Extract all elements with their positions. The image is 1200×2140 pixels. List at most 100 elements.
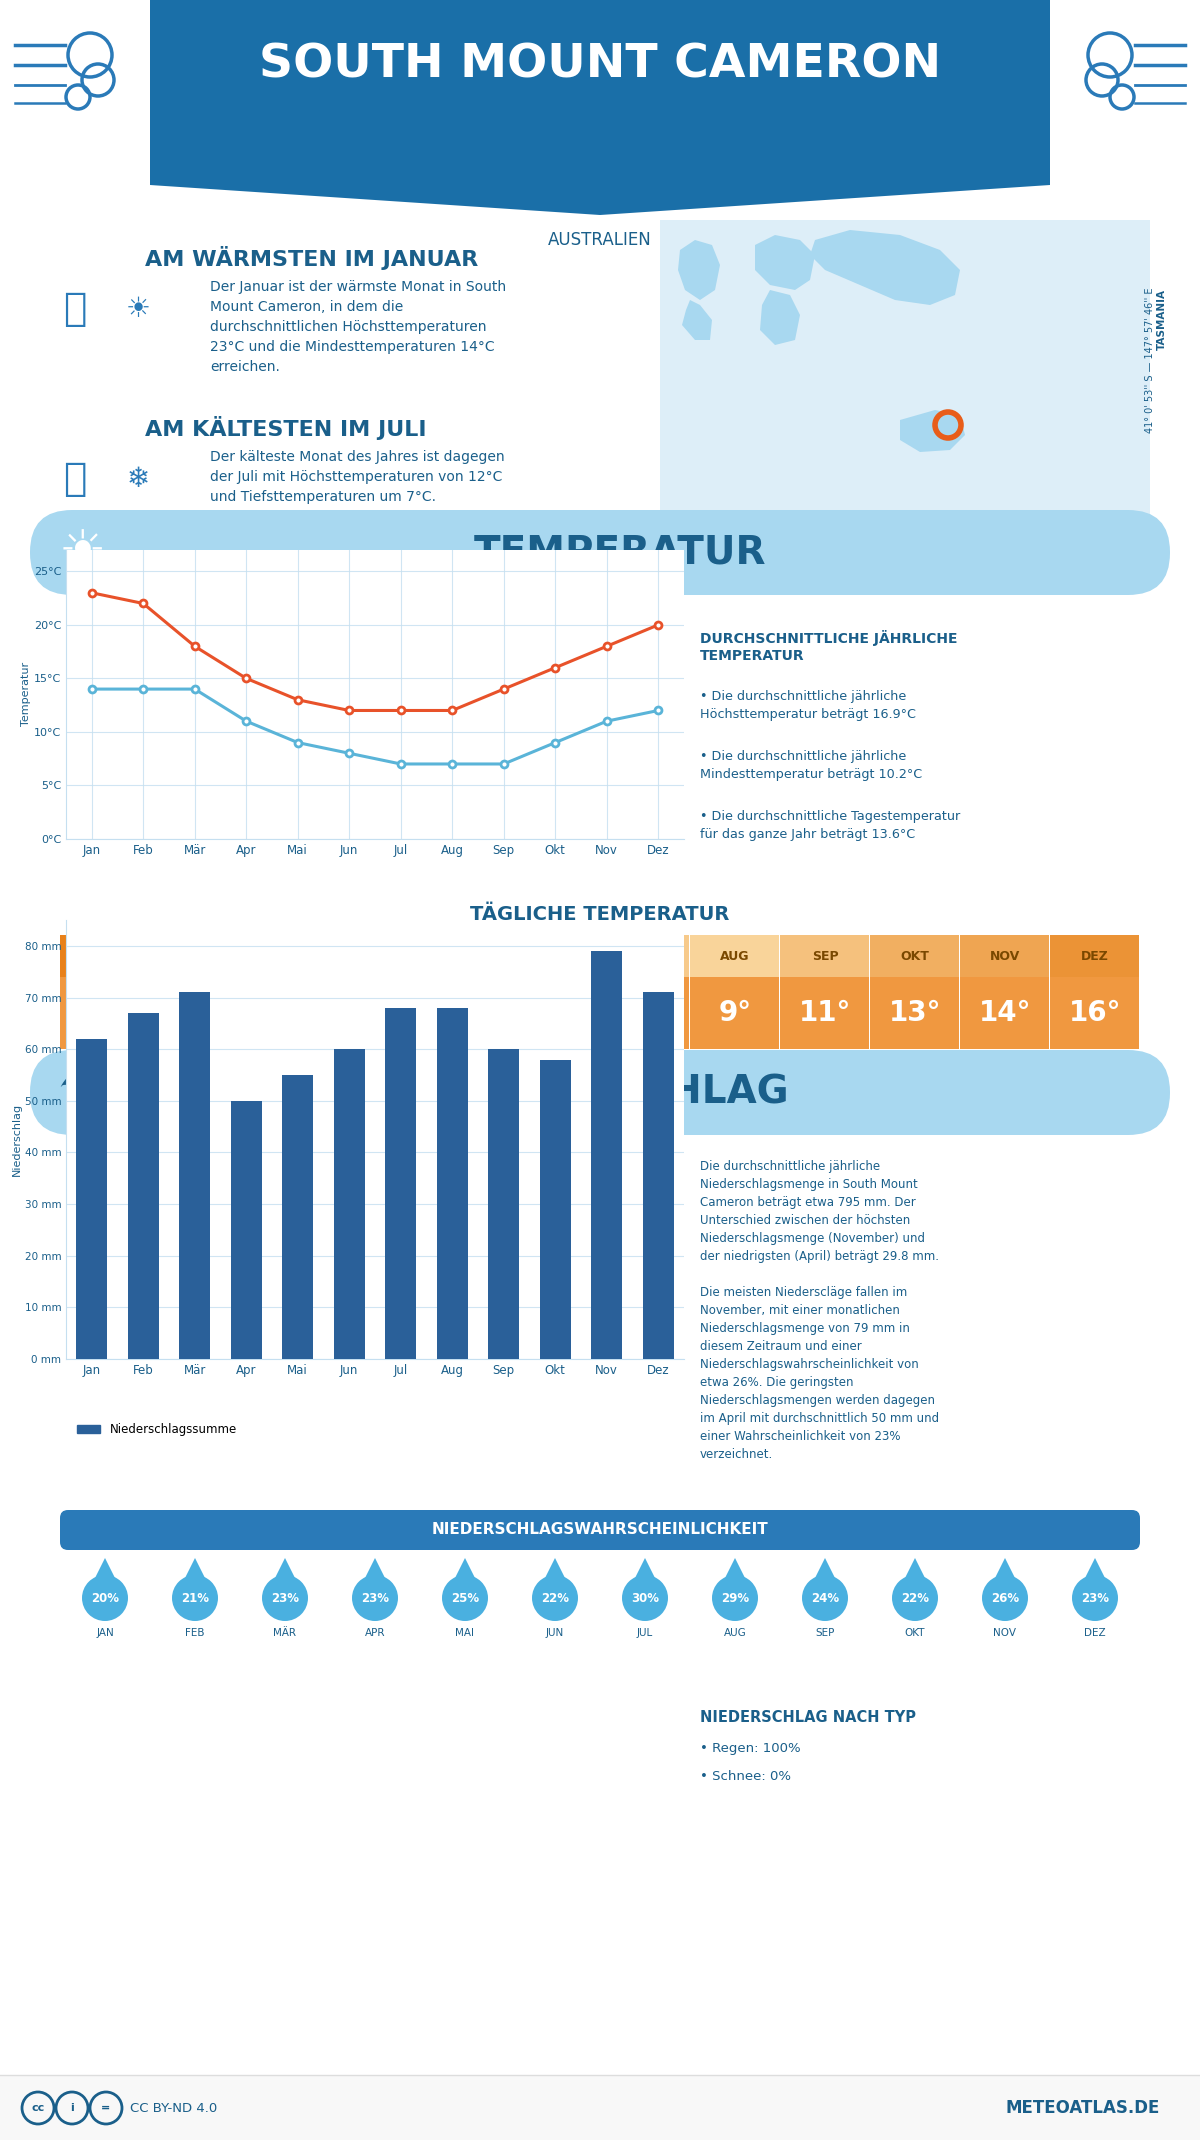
Circle shape: [172, 1575, 218, 1620]
Bar: [330, 978, 419, 1049]
Text: • Schnee: 0%: • Schnee: 0%: [700, 1770, 791, 1783]
Bar: [1050, 935, 1139, 978]
Text: 13°: 13°: [889, 999, 941, 1027]
Text: 12°: 12°: [439, 999, 491, 1027]
Text: JAN: JAN: [96, 1629, 114, 1637]
Bar: [0, 2076, 1200, 2140]
Polygon shape: [450, 1558, 480, 1588]
Polygon shape: [760, 291, 800, 345]
Text: 23%: 23%: [1081, 1592, 1109, 1605]
Polygon shape: [900, 1558, 930, 1588]
Circle shape: [982, 1575, 1028, 1620]
Text: 17°: 17°: [259, 999, 311, 1027]
Text: 18°: 18°: [169, 999, 221, 1027]
Y-axis label: Temperatur: Temperatur: [20, 663, 31, 725]
Text: AUSTRALIEN: AUSTRALIEN: [548, 231, 652, 248]
Text: OKT: OKT: [900, 950, 930, 963]
Polygon shape: [990, 1558, 1020, 1588]
Text: NIEDERSCHLAG NACH TYP: NIEDERSCHLAG NACH TYP: [700, 1710, 916, 1725]
Text: 🌡: 🌡: [64, 460, 86, 499]
Text: TASMANIA: TASMANIA: [1157, 289, 1166, 351]
Text: 24%: 24%: [811, 1592, 839, 1605]
Text: =: =: [101, 2104, 110, 2112]
Text: 16°: 16°: [1069, 999, 1121, 1027]
Text: 25%: 25%: [451, 1592, 479, 1605]
Text: NIEDERSCHLAGSWAHRSCHEINLICHKEIT: NIEDERSCHLAGSWAHRSCHEINLICHKEIT: [432, 1522, 768, 1537]
Text: • Die durchschnittliche jährliche
Mindesttemperatur beträgt 10.2°C: • Die durchschnittliche jährliche Mindes…: [700, 749, 923, 781]
Bar: [437, 1008, 468, 1359]
Circle shape: [262, 1575, 308, 1620]
Text: i: i: [70, 2104, 74, 2112]
FancyBboxPatch shape: [60, 1511, 1140, 1549]
Bar: [870, 935, 959, 978]
Text: Der kälteste Monat des Jahres ist dagegen
der Juli mit Höchsttemperaturen von 12: Der kälteste Monat des Jahres ist dagege…: [210, 449, 505, 505]
Bar: [600, 978, 689, 1049]
Bar: [510, 935, 599, 978]
Text: FEB: FEB: [181, 950, 209, 963]
Text: AUG: AUG: [724, 1629, 746, 1637]
Text: JAN: JAN: [92, 950, 118, 963]
Polygon shape: [630, 1558, 660, 1588]
Polygon shape: [678, 240, 720, 300]
Text: 10°: 10°: [529, 999, 581, 1027]
Text: AM KÄLTESTEN IM JULI: AM KÄLTESTEN IM JULI: [145, 415, 426, 441]
Text: MAI: MAI: [451, 950, 479, 963]
Text: 🌡: 🌡: [64, 291, 86, 327]
Text: 29%: 29%: [721, 1592, 749, 1605]
Text: 11°: 11°: [799, 999, 851, 1027]
Circle shape: [1072, 1575, 1118, 1620]
Text: 14°: 14°: [979, 999, 1031, 1027]
Text: 21%: 21%: [181, 1592, 209, 1605]
Text: DURCHSCHNITTLICHE JÄHRLICHE
TEMPERATUR: DURCHSCHNITTLICHE JÄHRLICHE TEMPERATUR: [700, 629, 958, 663]
Bar: [540, 1059, 571, 1359]
Text: JUL: JUL: [634, 950, 656, 963]
Circle shape: [532, 1575, 578, 1620]
Bar: [870, 978, 959, 1049]
Bar: [128, 1012, 158, 1359]
Circle shape: [892, 1575, 938, 1620]
Text: SOUTH MOUNT CAMERON: SOUTH MOUNT CAMERON: [259, 43, 941, 88]
Bar: [420, 935, 509, 978]
Text: 18°: 18°: [79, 999, 131, 1027]
Bar: [660, 220, 1150, 531]
Text: 41° 0' 53'' S — 147° 57' 46'' E: 41° 0' 53'' S — 147° 57' 46'' E: [1145, 287, 1154, 432]
Text: cc: cc: [31, 2104, 44, 2112]
Text: 23%: 23%: [271, 1592, 299, 1605]
Text: MÄR: MÄR: [274, 1629, 296, 1637]
Bar: [690, 935, 779, 978]
Text: ☂: ☂: [58, 1066, 107, 1119]
Circle shape: [712, 1575, 758, 1620]
Text: DEZ: DEZ: [1084, 1629, 1106, 1637]
Bar: [150, 935, 239, 978]
Bar: [330, 935, 419, 978]
Text: TEMPERATUR: TEMPERATUR: [474, 535, 767, 571]
Bar: [488, 1049, 520, 1359]
Bar: [780, 935, 869, 978]
Polygon shape: [180, 1558, 210, 1588]
Text: METEOATLAS.DE: METEOATLAS.DE: [1006, 2099, 1160, 2116]
Text: 23%: 23%: [361, 1592, 389, 1605]
Text: 9°: 9°: [719, 999, 751, 1027]
Text: 15°: 15°: [349, 999, 401, 1027]
Text: MÄR: MÄR: [269, 950, 301, 963]
Bar: [240, 978, 329, 1049]
Bar: [230, 1100, 262, 1359]
Text: OKT: OKT: [905, 1629, 925, 1637]
Polygon shape: [810, 1558, 840, 1588]
Text: • Regen: 100%: • Regen: 100%: [700, 1742, 800, 1755]
Bar: [240, 935, 329, 978]
FancyBboxPatch shape: [30, 509, 1170, 595]
Bar: [420, 978, 509, 1049]
Bar: [592, 950, 622, 1359]
Polygon shape: [682, 300, 712, 340]
Text: MAI: MAI: [456, 1629, 474, 1637]
Bar: [150, 0, 1050, 131]
Bar: [960, 978, 1049, 1049]
Bar: [77, 1038, 107, 1359]
Text: NOV: NOV: [994, 1629, 1016, 1637]
Text: • Die durchschnittliche Tagestemperatur
für das ganze Jahr beträgt 13.6°C: • Die durchschnittliche Tagestemperatur …: [700, 811, 960, 841]
Text: NOV: NOV: [990, 950, 1020, 963]
Polygon shape: [360, 1558, 390, 1588]
Bar: [60, 935, 149, 978]
Text: ❄: ❄: [126, 464, 150, 492]
